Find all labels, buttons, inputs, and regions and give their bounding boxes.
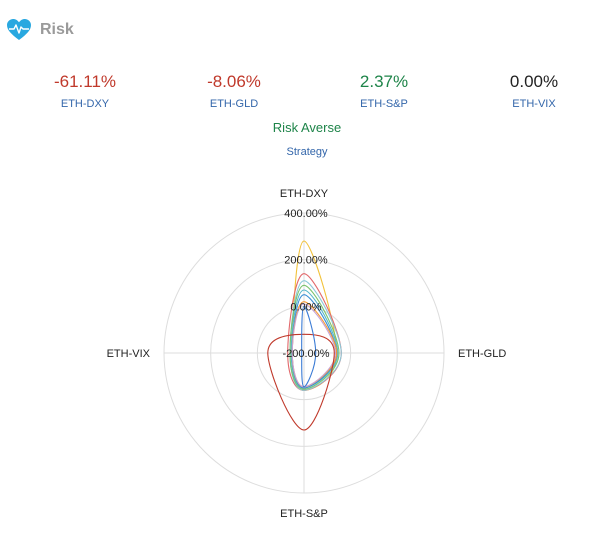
radar-series-10 [301, 305, 317, 388]
radar-axis-label: ETH-VIX [107, 348, 151, 360]
stat-eth-gld: -8.06% ETH-GLD [164, 70, 304, 112]
stat-eth-sp: 2.37% ETH-S&P [314, 70, 454, 112]
radar-axis-label: ETH-GLD [458, 348, 506, 360]
stat-label: ETH-VIX [512, 98, 556, 110]
radar-axis-label: ETH-DXY [280, 188, 329, 200]
radar-tick-label: 0.00% [290, 301, 321, 313]
radar-series-group [267, 240, 342, 431]
stat-value: -8.06% [207, 72, 261, 91]
stat-label: ETH-S&P [360, 98, 408, 110]
stat-eth-vix: 0.00% ETH-VIX [464, 70, 604, 112]
panel-title: Risk [40, 21, 74, 38]
stat-value: -61.11% [53, 72, 117, 91]
stat-value: 2.37% [359, 72, 409, 91]
stat-label: ETH-GLD [209, 98, 259, 110]
strategy-block: Risk Averse Strategy [0, 118, 614, 160]
stat-value: 0.00% [509, 72, 559, 91]
panel-header: Risk [6, 14, 74, 46]
radar-axis-label: ETH-S&P [280, 508, 328, 520]
radar-series-4 [289, 284, 340, 390]
radar-grid [163, 212, 445, 494]
radar-labels: 400.00% 200.00% 0.00% -200.00% ETH-DXY ETH-GL… [107, 188, 507, 520]
radar-series-9 [267, 333, 335, 431]
radar-tick-label: 200.00% [284, 255, 328, 267]
stats-row: -61.11% ETH-DXY -8.06% ETH-GLD 2.37% ETH… [0, 70, 614, 120]
heart-pulse-icon [6, 18, 32, 42]
radar-tick-label: -200.00% [282, 348, 329, 360]
strategy-name: Risk Averse [272, 120, 342, 135]
stat-label: ETH-DXY [60, 98, 110, 110]
radar-chart: 400.00% 200.00% 0.00% -200.00% ETH-DXY ETH-GL… [107, 188, 507, 520]
radar-tick-label: 400.00% [284, 208, 328, 220]
strategy-label: Strategy [286, 146, 328, 158]
stat-eth-dxy: -61.11% ETH-DXY [15, 70, 155, 112]
